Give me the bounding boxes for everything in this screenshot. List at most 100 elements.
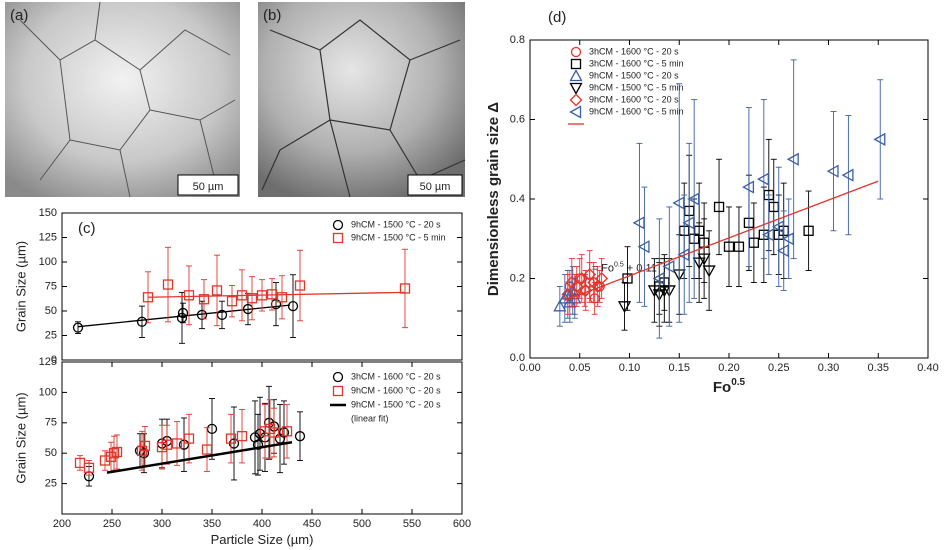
fit-line: [106, 441, 293, 474]
marker: [399, 283, 411, 294]
legend-marker: [569, 105, 582, 119]
marker: [226, 296, 238, 307]
marker: [294, 431, 306, 442]
image-label: (b): [263, 7, 281, 24]
marker: [617, 301, 632, 314]
marker: [742, 180, 755, 194]
marker: [776, 244, 789, 258]
x-tick-label: 400: [253, 518, 271, 530]
marker: [270, 298, 282, 310]
marker: [111, 446, 123, 458]
marker: [216, 309, 228, 321]
legend-marker: [332, 371, 344, 383]
marker: [162, 279, 174, 290]
legend-marker: [569, 93, 583, 107]
panel-label: (d): [548, 9, 566, 26]
marker: [632, 216, 645, 230]
legend-label: 9hCM - 1500 °C - 20 s: [351, 399, 441, 409]
legend-label: 3hCM - 1600 °C - 20 s: [351, 371, 441, 381]
y-tick-label: 75: [45, 417, 57, 429]
marker: [281, 426, 293, 437]
marker: [236, 431, 248, 442]
legend-label: 3hCM - 1600 °C - 5 min: [589, 58, 684, 68]
marker: [768, 201, 779, 213]
marker: [183, 290, 195, 301]
marker: [565, 276, 579, 289]
y-axis-label: Grain Size (µm): [13, 392, 28, 483]
annotation-text: = Fo: [592, 262, 614, 274]
marker: [171, 438, 183, 449]
panel-label: (c): [78, 220, 96, 237]
legend-label: 3hCM - 1600 °C - 20 s: [589, 46, 679, 56]
marker: [756, 172, 769, 186]
marker: [139, 440, 151, 452]
legend-marker: [569, 69, 583, 82]
y-tick-label: 0: [51, 354, 57, 366]
legend-marker: [570, 46, 582, 58]
marker: [637, 240, 650, 254]
legend-label: 9hCM - 1500 °C - 20 s: [351, 219, 441, 229]
marker: [761, 228, 774, 242]
marker: [652, 271, 665, 286]
legend-note: (linear fit): [351, 413, 389, 423]
marker: [662, 259, 675, 274]
y-tick-label: 0.6: [510, 113, 525, 125]
x-tick-label: 600: [453, 518, 471, 530]
marker: [278, 427, 290, 438]
x-axis-label-sup: 0.5: [731, 377, 745, 388]
marker: [268, 427, 280, 438]
marker: [142, 292, 154, 303]
x-tick-label: 0.40: [917, 362, 938, 374]
marker: [786, 152, 799, 166]
marker: [206, 423, 218, 435]
marker: [687, 192, 700, 206]
marker: [677, 248, 690, 262]
x-tick-label: 0.15: [669, 362, 690, 374]
x-tick-label: 350: [203, 518, 221, 530]
marker: [781, 232, 794, 246]
legend-label: 9hCM - 1600 °C - 20 s: [589, 94, 679, 104]
x-tick-label: 0.20: [718, 362, 739, 374]
x-tick-label: 0.35: [868, 362, 889, 374]
marker: [771, 220, 784, 234]
marker: [242, 303, 254, 315]
marker: [276, 292, 288, 303]
y-tick-label: 125: [39, 356, 57, 368]
x-tick-label: 0.30: [818, 362, 839, 374]
y-tick-label: 25: [45, 329, 57, 341]
marker: [183, 433, 195, 444]
marker: [723, 241, 735, 252]
x-tick-label: 450: [303, 518, 321, 530]
marker: [252, 439, 264, 450]
marker: [83, 462, 95, 473]
marker: [553, 299, 567, 312]
legend-marker: [332, 385, 344, 397]
legend-label: 9hCM - 1500 °C - 5 min: [351, 232, 446, 242]
marker: [748, 237, 760, 248]
marker: [595, 272, 609, 285]
marker: [682, 216, 695, 230]
marker: [692, 257, 706, 270]
y-tick-label: 150: [39, 207, 57, 219]
y-tick-label: 125: [39, 231, 57, 243]
x-tick-label: 500: [353, 518, 371, 530]
annotation-tail: + 0.11: [624, 262, 657, 274]
x-tick-label: 0.25: [768, 362, 789, 374]
scale-bar: 50 µm: [193, 181, 224, 193]
y-tick-label: 0.2: [510, 272, 525, 284]
marker: [108, 448, 120, 459]
marker: [161, 439, 173, 450]
marker: [138, 448, 150, 459]
marker: [177, 307, 189, 319]
marker: [74, 457, 86, 469]
marker: [713, 201, 725, 213]
marker: [579, 284, 593, 297]
marker: [211, 285, 223, 296]
y-tick-label: 100: [39, 386, 57, 398]
scale-bar: 50 µm: [420, 181, 451, 193]
micrograph-b: [258, 2, 466, 198]
legend-marker: [332, 232, 344, 244]
legend-marker: [569, 82, 583, 95]
marker: [198, 294, 210, 305]
marker: [697, 253, 711, 266]
